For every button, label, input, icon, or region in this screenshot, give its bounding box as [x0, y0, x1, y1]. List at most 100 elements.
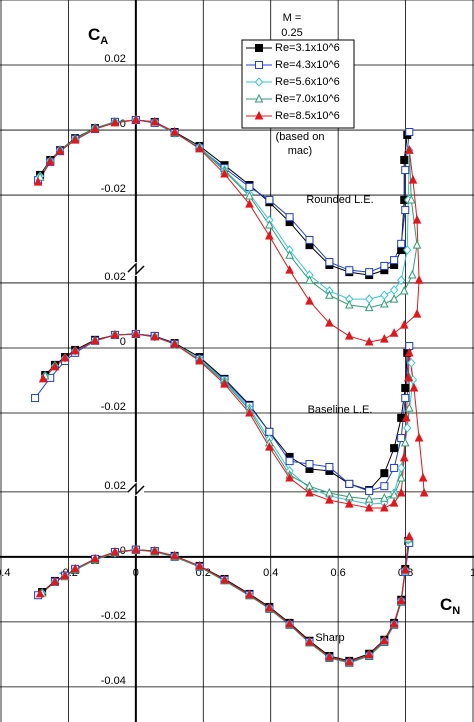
data-point	[380, 635, 389, 645]
data-point	[401, 412, 411, 422]
data-point	[265, 230, 274, 240]
data-point	[170, 126, 179, 136]
series-line	[44, 333, 414, 505]
data-point	[265, 602, 274, 612]
panel-label: Baseline L.E.	[308, 404, 373, 416]
data-point	[365, 487, 374, 496]
data-point	[405, 128, 414, 137]
data-point	[403, 245, 412, 255]
legend: Re=3.1x10^6 Re=4.3x10^6 Re=5.6x10^6 Re=7.0x…	[241, 39, 355, 129]
data-point	[55, 146, 65, 155]
y-tick-label: -0.02	[101, 610, 126, 622]
data-point	[220, 574, 229, 584]
data-point	[110, 546, 120, 556]
data-point	[380, 469, 389, 478]
data-point	[380, 333, 389, 343]
data-point	[170, 338, 179, 348]
legend-label: Re=4.3x10^6	[275, 59, 340, 71]
data-point	[412, 308, 422, 318]
data-point	[90, 553, 100, 563]
data-point	[38, 373, 48, 383]
series-line	[42, 333, 425, 509]
data-point	[245, 407, 254, 417]
data-point	[254, 110, 264, 120]
data-point	[404, 347, 414, 357]
data-point	[389, 294, 399, 303]
series-line	[39, 119, 418, 309]
data-point	[419, 487, 429, 497]
data-point	[220, 168, 229, 178]
data-point	[401, 383, 410, 392]
data-point	[409, 382, 419, 392]
data-point	[396, 472, 406, 482]
data-point	[265, 195, 274, 204]
data-point	[90, 335, 100, 345]
data-point	[408, 269, 417, 279]
data-point	[150, 116, 160, 126]
data-point	[403, 372, 413, 382]
data-point	[325, 495, 334, 504]
y-tick-label: 0	[120, 336, 126, 348]
data-point	[285, 618, 294, 628]
data-point	[245, 199, 254, 208]
data-point	[131, 544, 141, 554]
y-tick-label: -0.04	[101, 675, 126, 687]
data-point	[380, 502, 389, 512]
data-point	[195, 560, 204, 570]
data-point	[364, 302, 374, 312]
overlay-layer: CA CN M = 0.25 (based on mac)	[88, 12, 460, 617]
data-point	[90, 123, 100, 133]
legend-label: Re=3.1x10^6	[275, 42, 340, 54]
annotation: mac)	[288, 145, 312, 157]
legend-label: Re=5.6x10^6	[275, 76, 340, 88]
data-point	[403, 423, 412, 433]
break-mark	[127, 262, 145, 276]
data-point	[195, 355, 204, 365]
series-line	[39, 119, 410, 300]
panel-label: Sharp	[315, 632, 344, 644]
data-point	[305, 460, 314, 469]
data-point	[389, 618, 399, 628]
panel-label: Rounded L.E.	[306, 194, 373, 206]
data-point	[35, 588, 45, 598]
data-point	[305, 235, 314, 244]
data-point	[389, 497, 399, 507]
data-point	[33, 176, 43, 186]
data-point	[170, 550, 179, 560]
data-point	[364, 649, 374, 659]
series-line	[37, 119, 420, 343]
data-point	[407, 358, 416, 368]
data-point	[404, 403, 414, 412]
data-point	[31, 394, 40, 403]
y-axis-title: CA	[88, 25, 108, 46]
data-point	[285, 250, 294, 259]
data-point	[400, 564, 410, 574]
data-point	[45, 156, 55, 166]
x-tick-label: 0.6	[330, 567, 345, 579]
data-point	[285, 265, 294, 274]
data-point	[390, 256, 399, 265]
axis-break	[127, 262, 145, 496]
data-point	[325, 318, 334, 327]
data-point	[110, 329, 120, 339]
data-point	[396, 487, 406, 497]
data-point	[305, 636, 314, 646]
data-point	[364, 502, 374, 512]
data-point	[150, 545, 160, 555]
data-point	[380, 290, 389, 300]
data-point	[401, 166, 410, 175]
data-point	[344, 331, 354, 340]
data-point	[390, 444, 399, 453]
data-point	[397, 239, 406, 248]
x-tick-label: 0.4	[263, 567, 278, 579]
data-point	[60, 570, 70, 580]
x-axis-title: CN	[440, 595, 460, 616]
data-point	[325, 290, 334, 299]
data-point	[325, 651, 334, 661]
data-point	[254, 77, 264, 87]
annotation: M =	[283, 12, 302, 24]
y-tick-label: -0.02	[101, 183, 126, 195]
data-point	[389, 328, 399, 337]
data-point	[380, 298, 389, 308]
data-point	[401, 394, 410, 403]
